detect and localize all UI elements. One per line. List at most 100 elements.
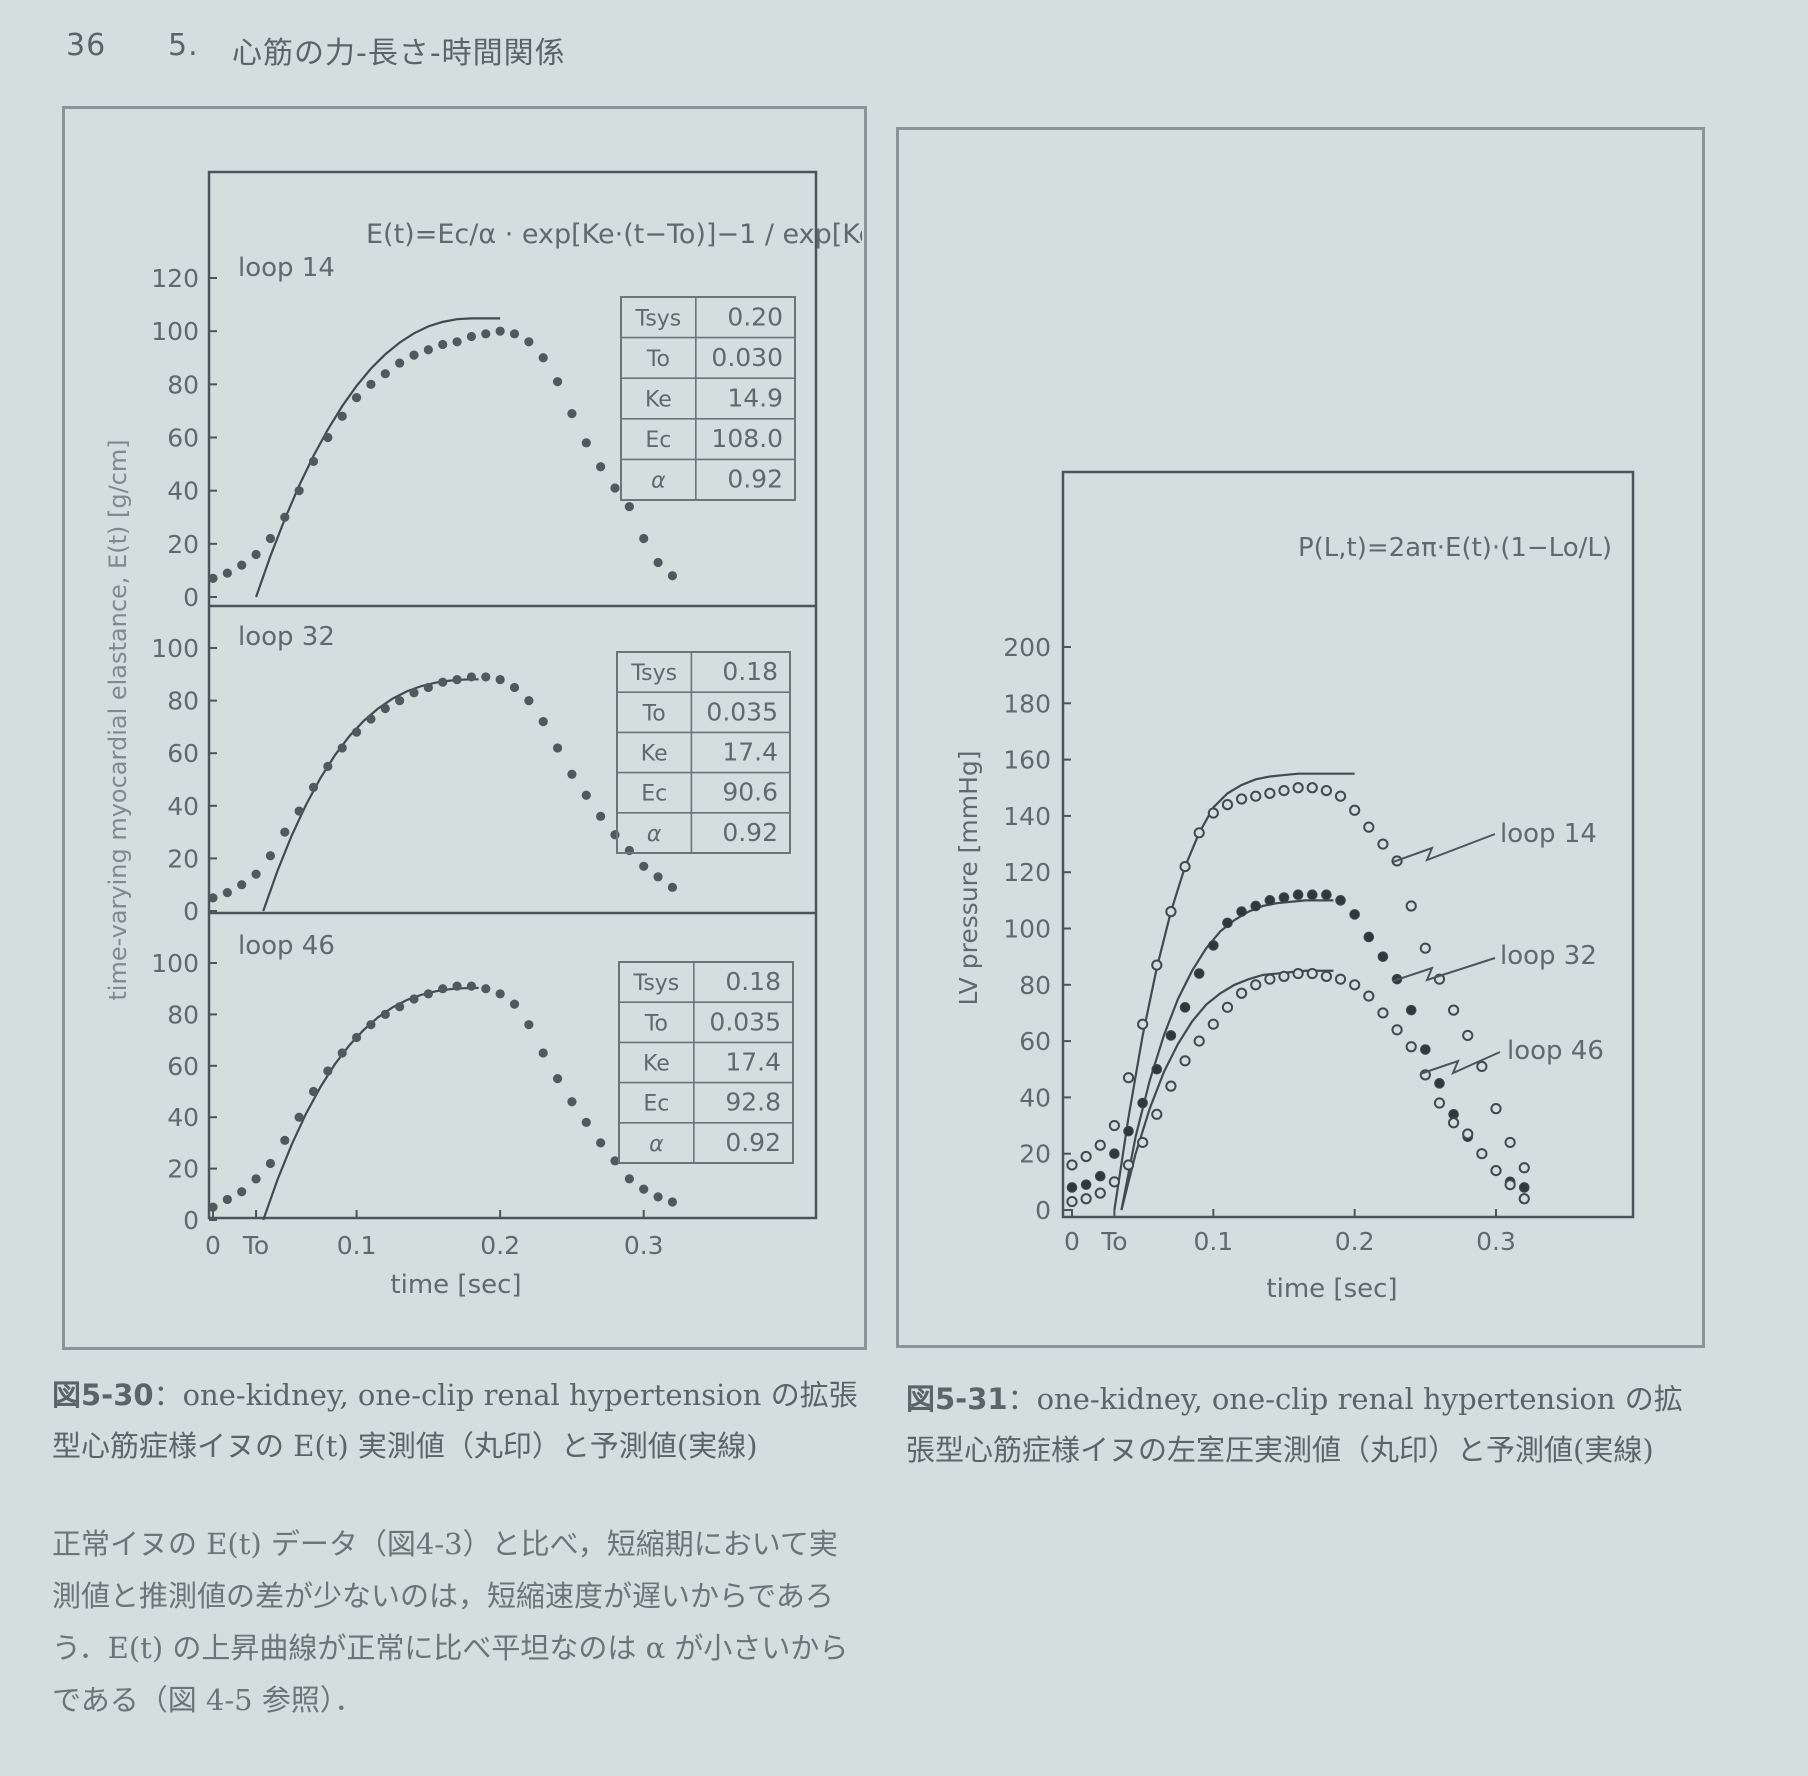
measured-point xyxy=(509,682,520,693)
x-tick-label: 0.1 xyxy=(1193,1227,1233,1256)
measured-point xyxy=(380,1009,390,1020)
measured-point xyxy=(208,573,218,583)
y-tick-label: 120 xyxy=(151,264,199,293)
measured-point xyxy=(1518,1193,1530,1205)
y-tick-label: 0 xyxy=(183,1206,199,1235)
measured-point xyxy=(366,714,376,724)
measured-point xyxy=(610,830,620,840)
measured-point xyxy=(1334,790,1347,802)
measured-point xyxy=(667,571,678,581)
measured-point xyxy=(1278,892,1290,903)
y-tick-label: 100 xyxy=(1003,915,1051,944)
param-name: Ec xyxy=(641,782,667,807)
y-tick-label: 40 xyxy=(167,1103,199,1132)
measured-point xyxy=(1094,1139,1106,1151)
y-tick-label: 60 xyxy=(167,1052,199,1081)
measured-point xyxy=(1462,1029,1474,1042)
measured-point xyxy=(538,353,548,363)
measured-point xyxy=(294,806,304,816)
measured-point xyxy=(337,411,347,421)
measured-point xyxy=(294,1112,304,1122)
param-value: 0.18 xyxy=(722,657,778,686)
measured-point xyxy=(265,1158,276,1169)
measured-point xyxy=(237,1187,247,1197)
measured-point xyxy=(495,989,505,999)
measured-point xyxy=(1151,1108,1163,1120)
figure-5-31-chart: 0 20 40 60 80 100 120 140 160 180 200 0 To 0.1 0.2 0.3 t… xyxy=(954,470,1635,1304)
y-tick-label: 160 xyxy=(1003,746,1051,775)
measured-point xyxy=(452,981,462,991)
y-tick-label: 140 xyxy=(1003,802,1051,831)
y-tick-label: 80 xyxy=(167,370,199,399)
measured-point xyxy=(667,882,678,892)
measured-point xyxy=(251,549,261,560)
x-tick-label: 0 xyxy=(1064,1227,1080,1256)
y-tick-label: 80 xyxy=(167,1000,199,1029)
measured-point xyxy=(251,869,261,879)
measured-point xyxy=(1080,1150,1092,1163)
param-value: 0.035 xyxy=(706,697,778,726)
measured-point xyxy=(366,1020,376,1030)
measured-point xyxy=(610,483,620,493)
y-tick-label: 20 xyxy=(167,1155,199,1184)
measured-point xyxy=(265,533,276,544)
measured-point xyxy=(466,672,477,682)
label-pointer xyxy=(1419,1051,1501,1075)
measured-point xyxy=(509,329,520,339)
measured-point xyxy=(509,999,520,1009)
measured-point xyxy=(395,1002,405,1012)
param-value: 0.92 xyxy=(727,465,783,494)
measured-point xyxy=(1518,1162,1530,1174)
measured-point xyxy=(538,717,548,727)
figure-5-30-caption-text: ：one-kidney, one-clip renal hypertension… xyxy=(52,1378,858,1463)
param-value: 0.92 xyxy=(722,818,778,847)
measured-point xyxy=(1264,787,1276,799)
measured-point xyxy=(1236,906,1247,917)
y-tick-label: 120 xyxy=(1003,858,1051,887)
measured-point xyxy=(1448,1117,1460,1129)
measured-point xyxy=(280,512,290,522)
measured-point xyxy=(323,1066,333,1076)
measured-point xyxy=(351,393,362,403)
measured-point xyxy=(1066,1159,1078,1171)
measured-point xyxy=(1476,1060,1488,1073)
measured-point xyxy=(1066,1195,1078,1208)
measured-point xyxy=(323,761,333,771)
measured-point xyxy=(596,1138,606,1148)
measured-point xyxy=(481,672,491,682)
measured-point xyxy=(1151,959,1163,971)
param-table xyxy=(620,296,796,501)
measured-point xyxy=(667,1197,678,1207)
figure-5-30-caption-label: 図5-30 xyxy=(52,1378,154,1412)
param-value: 0.030 xyxy=(711,343,783,372)
param-value: 90.6 xyxy=(722,778,778,807)
measured-point xyxy=(1306,782,1318,794)
y-tick-label: 180 xyxy=(1003,689,1051,718)
predicted-curve xyxy=(255,317,501,598)
measured-point xyxy=(567,769,577,779)
measured-point xyxy=(1292,889,1304,901)
measured-point xyxy=(1363,990,1375,1002)
measured-point xyxy=(409,688,419,698)
label-pointer xyxy=(1392,833,1496,863)
y-tick-label: 20 xyxy=(167,844,199,873)
equation: P(L,t)=2aπ·E(t)·(1−Lo/L) xyxy=(1298,533,1612,563)
measured-point xyxy=(1193,968,1205,979)
measured-point xyxy=(1278,970,1290,982)
measured-point xyxy=(466,981,477,991)
y-tick-label: 0 xyxy=(1035,1196,1051,1225)
measured-point xyxy=(552,1074,563,1084)
measured-point xyxy=(265,851,276,861)
measured-point xyxy=(1165,1080,1177,1092)
panel-label: loop 46 xyxy=(238,931,335,961)
measured-point xyxy=(1080,1179,1092,1190)
measured-point xyxy=(524,696,534,706)
param-name: To xyxy=(642,701,666,726)
label-pointer xyxy=(1392,957,1496,982)
panel-label: loop 14 xyxy=(238,253,335,283)
param-name: α xyxy=(651,469,666,494)
param-name: Ke xyxy=(645,388,672,413)
param-name: Tsys xyxy=(630,661,677,686)
measured-point xyxy=(1109,1148,1120,1159)
y-axis-label: time-varying myocardial elastance, E(t) … xyxy=(104,439,132,1000)
